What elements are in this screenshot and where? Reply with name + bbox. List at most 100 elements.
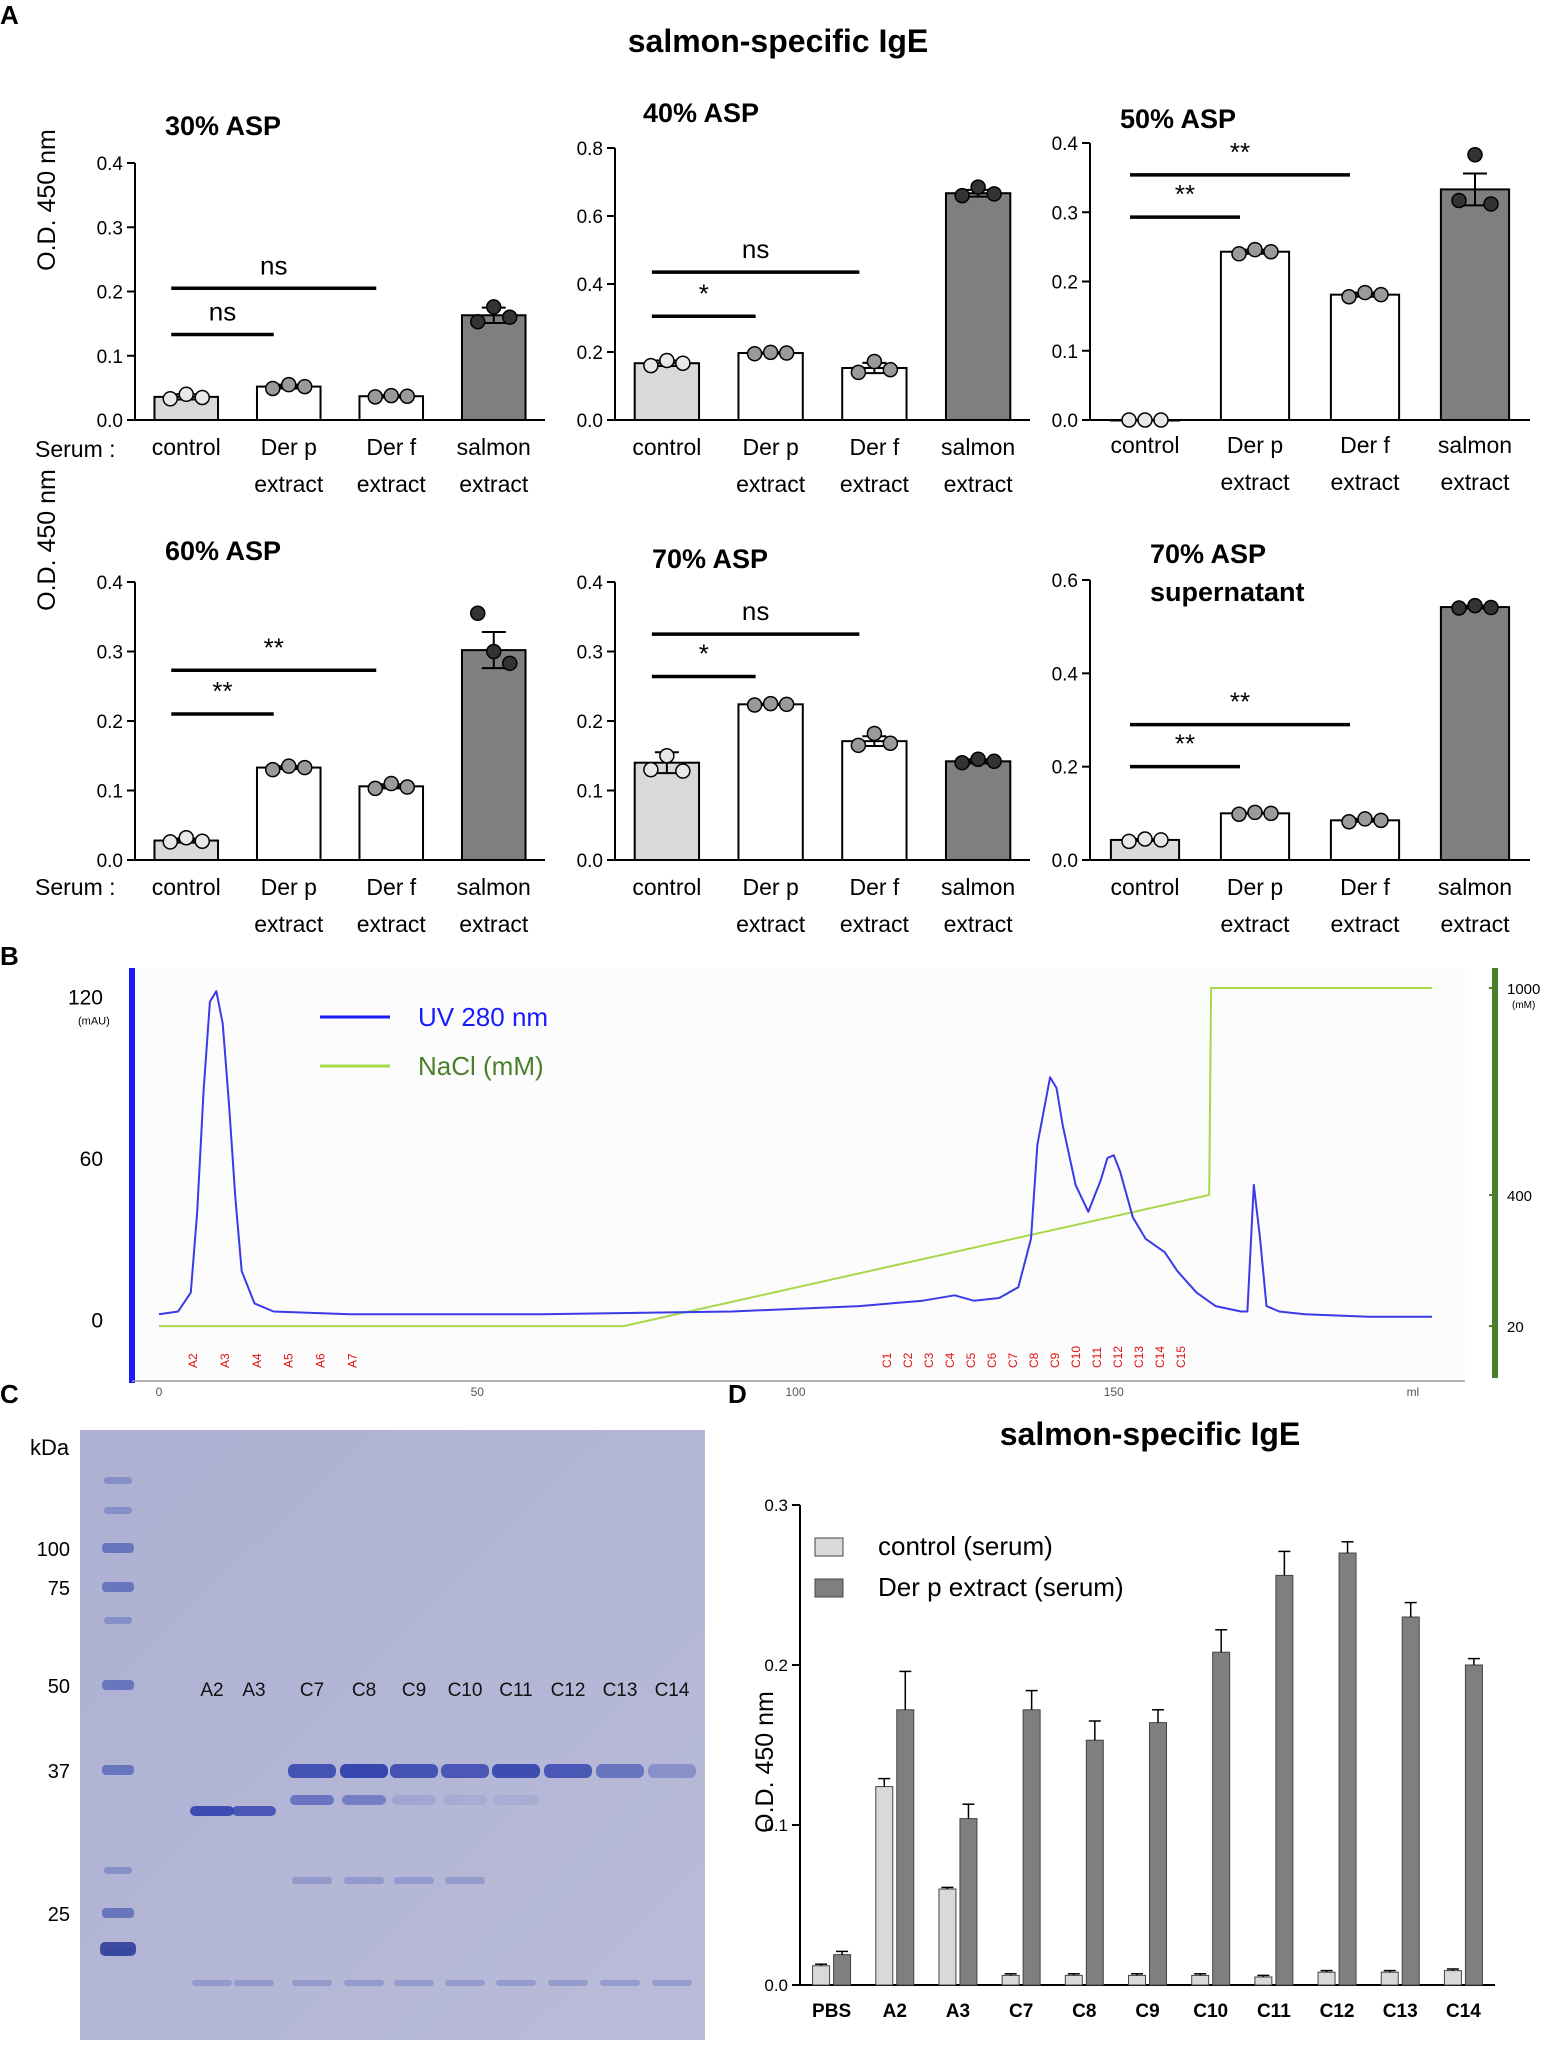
lane-label: A3 [242,1680,265,1701]
gel-band-lower [290,1795,334,1805]
data-point [281,758,297,774]
ladder-band [104,1617,132,1624]
significance-label: * [699,278,709,308]
significance-label: ns [742,234,769,264]
bar [633,362,701,421]
data-point [1121,412,1137,428]
y-tick-label: 0.0 [97,411,123,432]
chart-title: 40% ASP [643,98,759,128]
data-point [1357,284,1373,301]
fraction-label: A7 [345,1353,359,1368]
gel-band-lower [443,1795,487,1805]
category-label-line2: extract [254,471,324,497]
fraction-label: C9 [1048,1352,1062,1368]
marker-label: 100 [37,1539,70,1561]
uv-tick-label: 120 [68,986,103,1009]
gel-band-faint [344,1877,384,1884]
data-point [367,389,383,405]
gel-band-faint [394,1980,434,1986]
lane-label: C8 [352,1680,376,1701]
lane-label: C13 [603,1680,638,1701]
data-point [659,352,675,369]
bar [938,1888,957,1986]
data-point [986,753,1002,770]
y-tick-label: 0.6 [1052,571,1078,592]
category-label-line2: extract [1220,469,1290,495]
gel-band-faint [394,1877,434,1884]
bar [1219,812,1291,861]
category-label-line2: extract [1220,911,1290,937]
y-tick-label: 0.2 [1052,758,1078,779]
y-tick-label: 0.6 [577,207,603,228]
y-tick-label: 0.4 [1052,134,1079,155]
marker-label: 25 [48,1904,70,1926]
fraction-label: A3 [218,1353,232,1368]
category-label-line2: extract [1440,469,1510,495]
y-tick-label: 0.0 [1052,851,1078,872]
category-label-line2: extract [1330,469,1400,495]
data-point [643,357,659,374]
data-point [486,299,502,315]
bar [1128,1974,1146,1986]
category-label: Der p [261,434,317,460]
bar [1464,1664,1483,1986]
y-tick-label: 0.1 [97,782,123,803]
panel-d-y-axis-label: O.D. 450 nm [751,1691,779,1833]
data-point [162,391,178,407]
fraction-label: A6 [313,1353,327,1368]
bar [1191,1974,1210,1986]
data-point [746,345,763,362]
bar [1275,1574,1294,1986]
bar [737,703,804,861]
gel-band-lower [342,1795,386,1805]
data-point [1231,246,1247,262]
bar [1439,188,1511,421]
bar [1443,1970,1462,1986]
gel-band-faint [600,1980,640,1986]
y-axis-label-row1: O.D. 450 nm [33,129,61,271]
category-label: PBS [812,2001,851,2022]
chart-70-asp: 70% ASP 0.0 0.1 0.2 0.3 0.4 control Der p extrac… [577,544,1030,937]
bar [833,1954,852,1986]
category-label: C7 [1009,2001,1033,2022]
data-point [778,696,795,713]
serum-label-row1: Serum : [35,436,116,462]
data-point [1247,804,1263,821]
bar [1219,250,1291,421]
fraction-label: C14 [1153,1346,1167,1368]
bar [633,761,701,862]
bar [1317,1971,1336,1986]
data-point [659,748,675,764]
data-point [1451,192,1467,209]
data-point [1247,241,1263,258]
chart-40-asp: 40% ASP 0.0 0.2 0.4 0.6 0.8 control Der p extrac… [577,98,1030,497]
data-point [1263,243,1279,260]
category-label-line2: extract [459,911,529,937]
marker-label: 37 [48,1761,70,1783]
serum-label-row2: Serum : [35,874,116,900]
bar [812,1965,831,1986]
bar [944,760,1012,861]
significance-label: ** [212,676,232,706]
category-label-line2: extract [357,471,427,497]
ladder-band [104,1867,132,1874]
bar [1064,1974,1083,1986]
lane-label: C14 [655,1680,690,1701]
nacl-unit-label: (mM) [1512,1000,1535,1011]
category-label: Der p [743,434,799,460]
chromatogram: 120 60 0 (mAU) 1000 400 20 (mM) 0 50 100 150 ml UV 28… [68,968,1540,1399]
category-label: C10 [1193,2001,1228,2022]
y-tick-label: 0.2 [1052,273,1078,294]
gel-band-faint [496,1980,536,1986]
category-label: control [1110,432,1179,458]
y-tick-label: 0.2 [764,1656,788,1675]
kda-label: kDa [30,1435,70,1460]
chart-title: 60% ASP [165,536,281,566]
fraction-label: C1 [880,1352,894,1368]
significance-label: ** [264,632,284,662]
data-point [265,380,281,397]
y-tick-label: 0.3 [1052,203,1078,224]
chart-30-asp: 30% ASP 0.0 0.1 0.2 0.3 0.4 control Der p extrac… [97,111,545,497]
nacl-tick-label: 1000 [1507,981,1540,998]
